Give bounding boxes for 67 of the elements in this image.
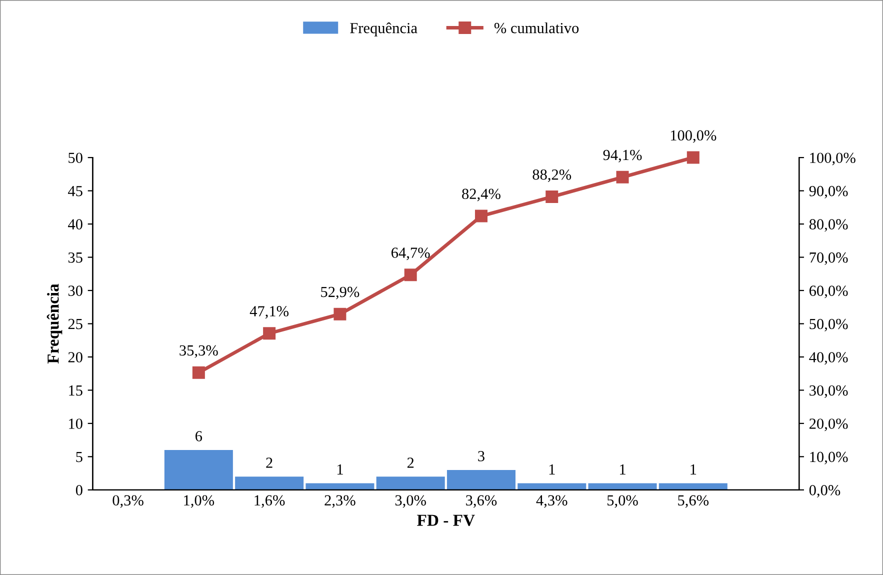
x-tick-label: 2,3%	[324, 495, 356, 508]
data-label: 52,9%	[321, 286, 360, 300]
point	[404, 268, 417, 282]
y-tick-label: 5	[76, 452, 82, 462]
y2-tick-label: 30,0%	[810, 385, 848, 398]
y2-tick-label: 100,0%	[810, 152, 856, 166]
point	[192, 366, 205, 379]
legend-label: Frequência	[350, 22, 418, 36]
bar	[376, 476, 445, 490]
data-label: 1	[690, 464, 696, 474]
bar	[306, 483, 374, 490]
point	[686, 151, 700, 164]
y2-tick-label: 70,0%	[810, 252, 848, 265]
x-axis-title: FD - FV	[417, 514, 475, 526]
bar	[446, 470, 516, 490]
y2-tick-label: 60,0%	[809, 286, 848, 298]
point	[474, 210, 488, 222]
x-tick-label: 5,6%	[678, 495, 709, 508]
y-tick-label: 10	[69, 418, 82, 429]
y2-tick-label: 50,0%	[810, 318, 848, 332]
bar	[164, 450, 233, 490]
bar	[235, 476, 304, 490]
x-tick-label: 5,0%	[607, 495, 638, 508]
x-tick-label: 0,3%	[112, 495, 144, 508]
data-label: 6	[196, 431, 202, 442]
x-tick-label: 1,0%	[184, 495, 214, 508]
data-label: 82,4%	[462, 188, 500, 202]
y-tick-label: 0	[76, 485, 82, 496]
data-label: 47,1%	[250, 306, 289, 319]
y2-tick-label: 20,0%	[810, 418, 848, 432]
point	[263, 327, 276, 340]
x-tick-label: 3,6%	[466, 495, 497, 508]
y2-tick-label: 40,0%	[809, 352, 848, 365]
y2-tick-label: 80,0%	[809, 219, 848, 232]
y-tick-label: 35	[68, 252, 82, 263]
data-label: 1	[337, 464, 343, 474]
data-label: 94,1%	[603, 150, 642, 162]
data-label: 2	[266, 458, 272, 468]
y-tick-label: 40	[68, 219, 82, 230]
y2-tick-label: 10,0%	[810, 452, 848, 464]
data-label: 1	[620, 464, 626, 474]
y-tick-label: 45	[68, 186, 82, 196]
y2-tick-label: 0,0%	[809, 485, 840, 498]
x-tick-label: 3,0%	[395, 495, 426, 508]
y-tick-label: 20	[68, 352, 82, 362]
data-label: 88,2%	[532, 169, 572, 182]
y-axis-title: Frequência	[46, 284, 62, 364]
y2-tick-label: 90,0%	[809, 186, 848, 198]
y-tick-label: 25	[68, 318, 82, 330]
y-tick-label: 30	[68, 286, 82, 296]
point	[334, 308, 346, 320]
bar	[518, 483, 586, 490]
data-label: 100,0%	[670, 130, 716, 143]
y-tick-label: 50	[68, 152, 82, 163]
data-label: 35,3%	[180, 345, 218, 358]
x-tick-label: 1,6%	[254, 495, 285, 508]
data-label: 3	[478, 451, 484, 462]
bar	[658, 483, 728, 490]
point	[616, 170, 629, 184]
x-tick-label: 4,3%	[536, 495, 568, 508]
data-label: 64,7%	[392, 248, 430, 260]
point	[546, 190, 558, 204]
data-label: 1	[549, 464, 555, 474]
y-tick-label: 15	[69, 385, 82, 396]
legend-label: % cumulativo	[494, 22, 579, 34]
bar	[588, 483, 657, 490]
data-label: 2	[407, 458, 414, 468]
